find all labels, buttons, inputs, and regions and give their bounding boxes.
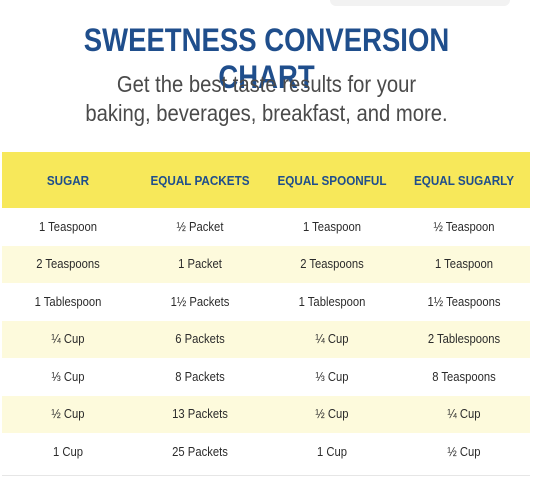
subtitle-line-1: Get the best taste results for your bbox=[116, 71, 417, 97]
table-row: ½ Cup 13 Packets ½ Cup ¼ Cup bbox=[2, 395, 530, 433]
table-cell: 1 Cup bbox=[316, 444, 348, 459]
header-sugar: SUGAR bbox=[46, 172, 90, 188]
table-cell: ½ Cup bbox=[447, 444, 481, 459]
table-cell: 2 Teaspoons bbox=[300, 257, 364, 272]
table-cell: 1 Packet bbox=[178, 257, 222, 272]
table-cell: ¼ Cup bbox=[51, 332, 85, 347]
table-cell: 1½ Teaspoons bbox=[427, 294, 501, 309]
table-cell: 6 Packets bbox=[175, 332, 225, 347]
table-header-row: SUGAR EQUAL PACKETS EQUAL SPOONFUL EQUAL… bbox=[2, 152, 530, 208]
table-cell: 1½ Packets bbox=[170, 294, 230, 309]
table-cell: 2 Teaspoons bbox=[36, 257, 100, 272]
table-cell: ⅓ Cup bbox=[315, 369, 349, 384]
table-row: 1 Tablespoon 1½ Packets 1 Tablespoon 1½ … bbox=[2, 283, 530, 321]
table-row: ¼ Cup 6 Packets ¼ Cup 2 Tablespoons bbox=[2, 320, 530, 358]
table-cell: 8 Packets bbox=[175, 369, 225, 384]
table-cell: 1 Teaspoon bbox=[303, 219, 361, 234]
table-cell: ½ Cup bbox=[315, 407, 349, 422]
table-cell: 1 Teaspoon bbox=[435, 257, 493, 272]
header-equal-packets: EQUAL PACKETS bbox=[150, 172, 250, 188]
page-title: SWEETNESS CONVERSION CHART bbox=[83, 22, 450, 95]
table-cell: ½ Cup bbox=[51, 407, 85, 422]
subtitle-line-2: baking, beverages, breakfast, and more. bbox=[85, 100, 448, 126]
table-row: 1 Cup 25 Packets 1 Cup ½ Cup bbox=[2, 433, 530, 471]
table-row: 2 Teaspoons 1 Packet 2 Teaspoons 1 Teasp… bbox=[2, 245, 530, 283]
table-cell: 1 Teaspoon bbox=[39, 219, 97, 234]
table-cell: 13 Packets bbox=[172, 407, 228, 422]
conversion-table: SUGAR EQUAL PACKETS EQUAL SPOONFUL EQUAL… bbox=[2, 152, 530, 471]
table-cell: 2 Tablespoons bbox=[427, 332, 501, 347]
table-cell: 1 Tablespoon bbox=[34, 294, 102, 309]
table-cell: ½ Teaspoon bbox=[433, 219, 495, 234]
bottom-divider bbox=[2, 475, 530, 476]
table-cell: 1 Cup bbox=[52, 444, 84, 459]
header-equal-sugarly: EQUAL SUGARLY bbox=[413, 172, 515, 188]
top-tab-decoration bbox=[330, 0, 510, 6]
page-subtitle: Get the best taste results for your baki… bbox=[32, 70, 501, 128]
header-equal-spoonful: EQUAL SPOONFUL bbox=[277, 172, 387, 188]
table-cell: 1 Tablespoon bbox=[298, 294, 366, 309]
table-row: 1 Teaspoon ½ Packet 1 Teaspoon ½ Teaspoo… bbox=[2, 208, 530, 246]
table-row: ⅓ Cup 8 Packets ⅓ Cup 8 Teaspoons bbox=[2, 358, 530, 396]
table-cell: 8 Teaspoons bbox=[432, 369, 496, 384]
table-cell: ½ Packet bbox=[176, 219, 224, 234]
table-cell: ⅓ Cup bbox=[51, 369, 85, 384]
table-cell: ¼ Cup bbox=[315, 332, 349, 347]
table-cell: 25 Packets bbox=[172, 444, 228, 459]
table-cell: ¼ Cup bbox=[447, 407, 481, 422]
